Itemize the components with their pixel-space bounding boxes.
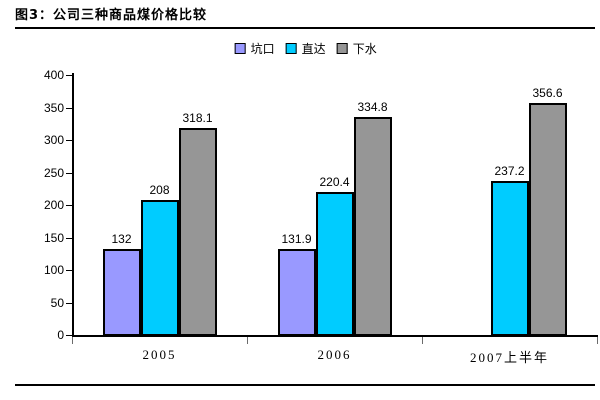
bar-直达-2007上半年 <box>490 180 529 336</box>
y-tick-label: 150 <box>43 230 64 245</box>
bar-下水-2007上半年 <box>528 103 567 336</box>
y-axis-tick <box>66 335 72 336</box>
y-tick-label: 0 <box>57 328 64 342</box>
y-tick-label: 50 <box>50 295 64 310</box>
legend-swatch-1 <box>285 43 297 54</box>
x-axis-tick <box>597 337 598 344</box>
y-tick-label: 100 <box>43 263 64 277</box>
y-axis-tick <box>66 270 72 271</box>
x-axis-tick <box>72 337 73 344</box>
bar-下水-2006 <box>353 117 392 336</box>
bar-value-label: 208 <box>149 182 170 197</box>
x-category-label: 2006 <box>317 347 352 362</box>
bar-坑口-2006 <box>277 249 316 336</box>
bottom-divider-line <box>15 384 595 386</box>
legend-item: 直达 <box>285 40 326 57</box>
y-axis-tick <box>66 107 72 109</box>
figure-title: 图3：公司三种商品煤价格比较 <box>15 8 208 23</box>
legend-label: 直达 <box>301 42 326 56</box>
x-axis-tick <box>422 337 423 344</box>
x-category-label: 2005 <box>142 347 177 362</box>
bar-坑口-2005 <box>102 249 141 336</box>
bar-value-label: 132 <box>111 232 132 247</box>
x-category-label: 2007上半年 <box>469 350 550 365</box>
x-axis-line <box>72 335 598 337</box>
bar-value-label: 356.6 <box>532 86 563 101</box>
bar-value-label: 334.8 <box>357 100 388 115</box>
y-tick-label: 250 <box>43 165 64 180</box>
bar-value-label: 237.2 <box>494 163 525 178</box>
legend-label: 坑口 <box>250 42 275 56</box>
y-axis-tick <box>66 172 72 174</box>
y-axis-tick <box>66 75 72 76</box>
y-axis-tick <box>66 140 72 141</box>
bar-value-label: 131.9 <box>281 232 312 247</box>
legend-item: 坑口 <box>234 40 275 57</box>
bar-value-label: 318.1 <box>182 111 213 126</box>
y-tick-label: 200 <box>43 198 64 212</box>
bar-直达-2005 <box>140 199 179 336</box>
y-tick-label: 350 <box>43 100 64 115</box>
y-axis-line <box>72 73 74 337</box>
bar-下水-2005 <box>178 128 217 336</box>
y-tick-label: 400 <box>43 68 64 82</box>
x-axis-tick <box>247 337 248 344</box>
top-divider-line <box>15 27 595 29</box>
y-axis-tick <box>66 237 72 239</box>
bar-直达-2006 <box>315 191 354 336</box>
y-axis-tick <box>66 205 72 206</box>
y-axis-tick <box>66 302 72 304</box>
legend-item: 下水 <box>336 40 377 57</box>
chart-legend: 坑口 直达 下水 <box>234 40 377 57</box>
legend-swatch-0 <box>234 43 246 54</box>
legend-swatch-2 <box>336 43 348 54</box>
y-tick-label: 300 <box>43 133 64 147</box>
bar-value-label: 220.4 <box>319 174 350 189</box>
legend-label: 下水 <box>352 42 377 56</box>
